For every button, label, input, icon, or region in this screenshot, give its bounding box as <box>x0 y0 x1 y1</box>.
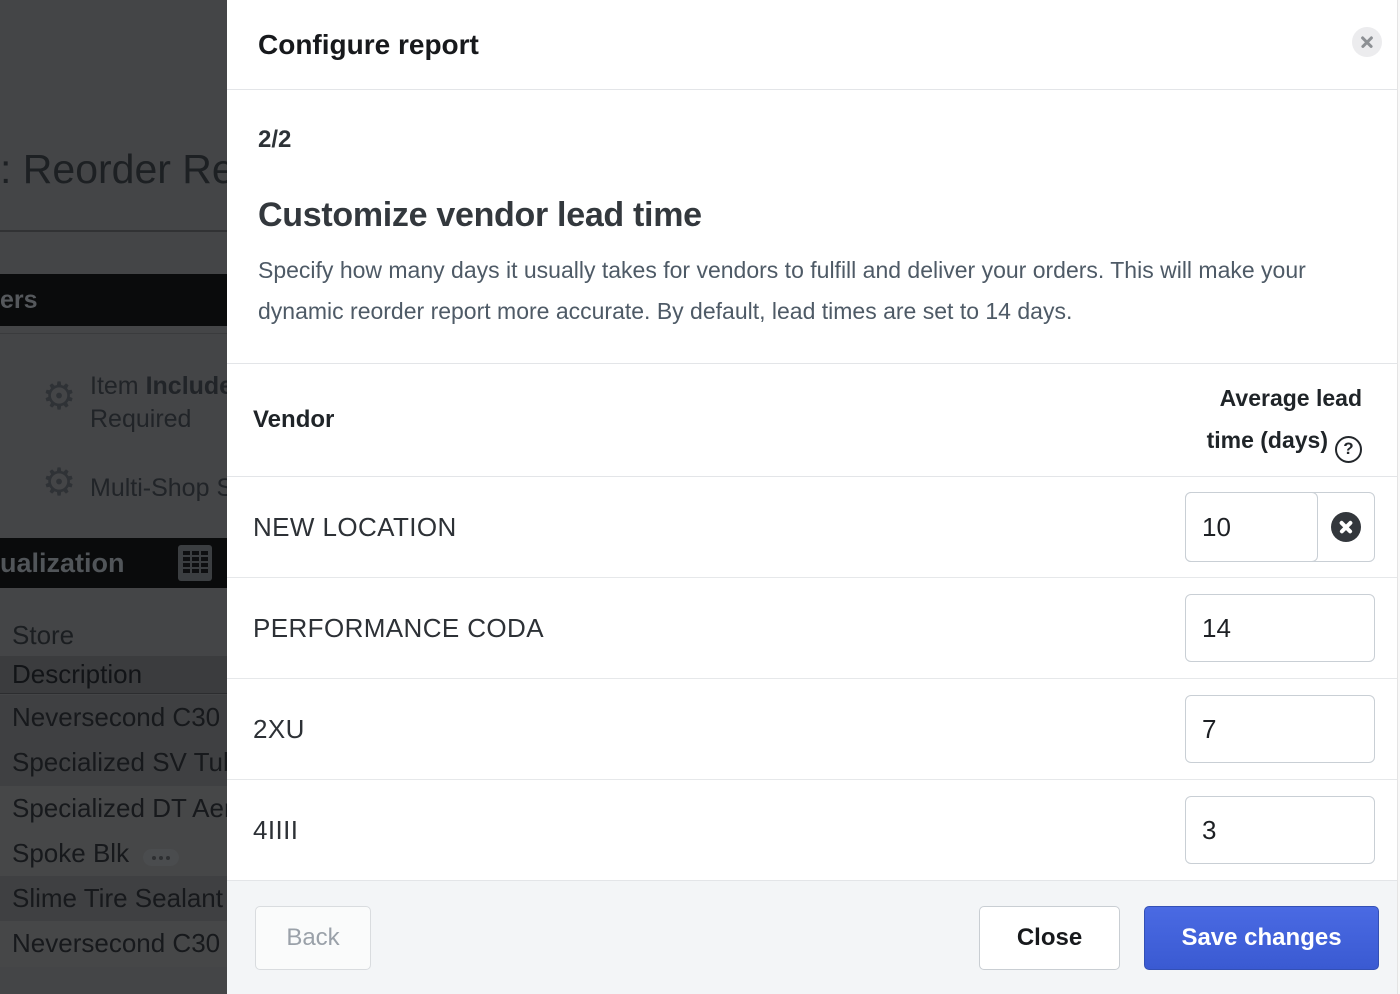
store-label: Store <box>12 620 75 650</box>
vendor-column-header: Vendor <box>253 406 335 433</box>
vendor-table-row: PERFORMANCE CODA <box>227 578 1400 679</box>
modal-footer: Back Close Save changes <box>227 880 1400 994</box>
table-grid-icon <box>178 545 212 586</box>
step-indicator: 2/2 <box>258 126 292 153</box>
modal-header: Configure report <box>227 0 1400 90</box>
vendor-table-body: NEW LOCATION PERFORMANCE CODA 2XU 4IIII <box>227 477 1400 880</box>
configure-report-modal: Configure report 2/2 Customize vendor le… <box>227 0 1400 994</box>
back-button[interactable]: Back <box>255 905 371 970</box>
vendor-table-header: Vendor Average lead time (days)? <box>227 363 1400 477</box>
clear-input-button[interactable] <box>1318 493 1374 561</box>
modal-intro: 2/2 Customize vendor lead time Specify h… <box>227 90 1400 363</box>
gear-icon: ⚙ <box>42 376 77 418</box>
setting-item-include: Item Include <box>90 372 234 400</box>
modal-title: Configure report <box>258 28 479 60</box>
vendor-name: NEW LOCATION <box>253 511 457 542</box>
background-page-title: : Reorder Re <box>0 146 235 192</box>
lead-time-column-header: Average lead time (days)? <box>1167 377 1362 463</box>
lead-time-input-group <box>1185 796 1375 864</box>
setting-multi-shop: Multi-Shop St <box>90 474 241 502</box>
save-changes-button[interactable]: Save changes <box>1144 905 1379 970</box>
close-icon[interactable] <box>1352 27 1382 57</box>
close-button[interactable]: Close <box>979 905 1120 970</box>
filters-bar-label: ers <box>0 285 38 314</box>
modal-description: Specify how many days it usually takes f… <box>258 257 1306 324</box>
clear-x-icon <box>1331 512 1361 542</box>
gear-icon: ⚙ <box>42 462 77 504</box>
vendor-name: PERFORMANCE CODA <box>253 612 544 643</box>
modal-heading: Customize vendor lead time <box>258 196 702 234</box>
lead-time-input-group <box>1185 594 1375 662</box>
lead-time-input-group <box>1185 695 1375 763</box>
scrollbar-track[interactable] <box>1397 0 1400 994</box>
vendor-name: 2XU <box>253 713 305 744</box>
lead-time-input[interactable] <box>1185 796 1375 864</box>
lead-time-input-group <box>1185 492 1375 562</box>
vendor-table-row: 4IIII <box>227 780 1400 880</box>
lead-time-input[interactable] <box>1185 695 1375 763</box>
setting-item-include-sublabel: Required <box>90 405 192 433</box>
visualization-bar-label: ualization <box>0 547 125 578</box>
lead-time-input[interactable] <box>1185 594 1375 662</box>
ellipsis-badge <box>143 849 180 867</box>
vendor-table-row: NEW LOCATION <box>227 477 1400 578</box>
x-icon <box>1352 27 1382 57</box>
lead-time-input[interactable] <box>1185 492 1318 562</box>
vendor-table-row: 2XU <box>227 679 1400 780</box>
vendor-name: 4IIII <box>253 814 299 845</box>
help-icon[interactable]: ? <box>1335 435 1362 463</box>
